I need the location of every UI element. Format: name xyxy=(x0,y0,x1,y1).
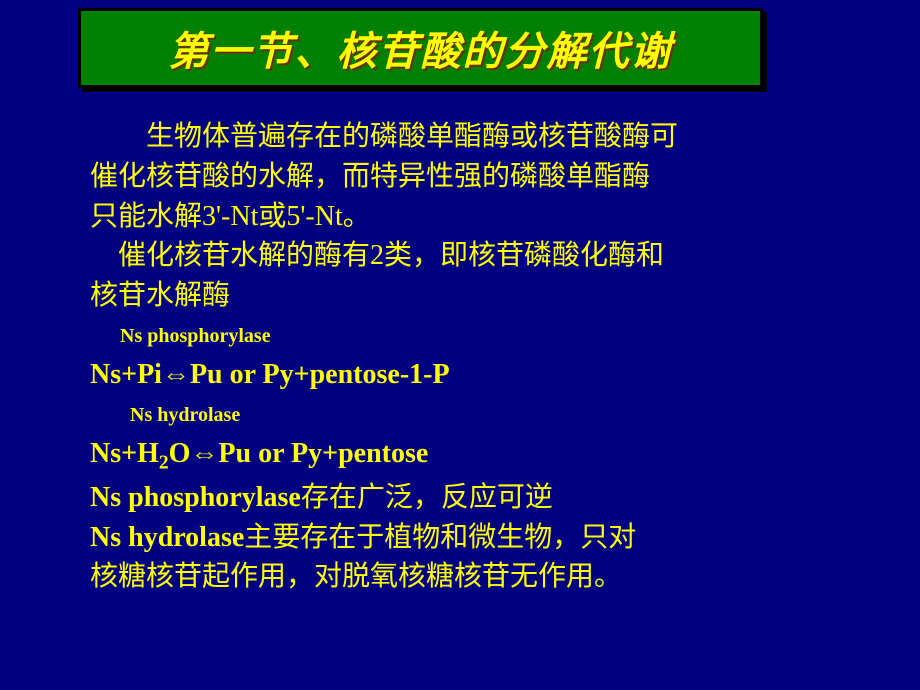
summary-line1-cn: 存在广泛，反应可逆 xyxy=(301,482,553,513)
summary-line3: 核糖核苷起作用，对脱氧核糖核苷无作用。 xyxy=(90,558,850,596)
paragraph1-line2: 催化核苷酸的水解，而特异性强的磷酸单酯酶 xyxy=(90,158,850,196)
paragraph1-line1: 生物体普遍存在的磷酸单酯酶或核苷酸酶可 xyxy=(90,118,850,156)
formula1: Ns+Pi⇔Pu or Py+pentose-1-P xyxy=(90,356,850,394)
enzyme2-label: Ns hydrolase xyxy=(130,402,850,429)
title-box: 第一节、核苷酸的分解代谢 xyxy=(78,8,763,88)
summary-line2: Ns hydrolase主要存在于植物和微生物，只对 xyxy=(90,519,850,557)
paragraph2-line2: 核苷水解酶 xyxy=(90,277,850,315)
formula2: Ns+H2O⇔Pu or Py+pentose xyxy=(90,435,850,477)
slide-content: 生物体普遍存在的磷酸单酯酶或核苷酸酶可 催化核苷酸的水解，而特异性强的磷酸单酯酶… xyxy=(90,118,850,598)
summary-line2-eng: Ns hydrolase xyxy=(90,522,244,553)
formula2-sub: 2 xyxy=(159,452,169,473)
slide-title: 第一节、核苷酸的分解代谢 xyxy=(169,19,673,77)
summary-line1-eng: Ns phosphorylase xyxy=(90,482,301,513)
paragraph2-line1: 催化核苷水解的酶有2类，即核苷磷酸化酶和 xyxy=(90,237,850,275)
enzyme1-label: Ns phosphorylase xyxy=(120,323,850,350)
formula2-pre: Ns+H xyxy=(90,438,159,469)
summary-line2-cn: 主要存在于植物和微生物，只对 xyxy=(244,522,636,553)
formula2-post: O⇔Pu or Py+pentose xyxy=(169,438,429,469)
paragraph1-line3: 只能水解3'-Nt或5'-Nt。 xyxy=(90,198,850,236)
summary-line1: Ns phosphorylase存在广泛，反应可逆 xyxy=(90,479,850,517)
